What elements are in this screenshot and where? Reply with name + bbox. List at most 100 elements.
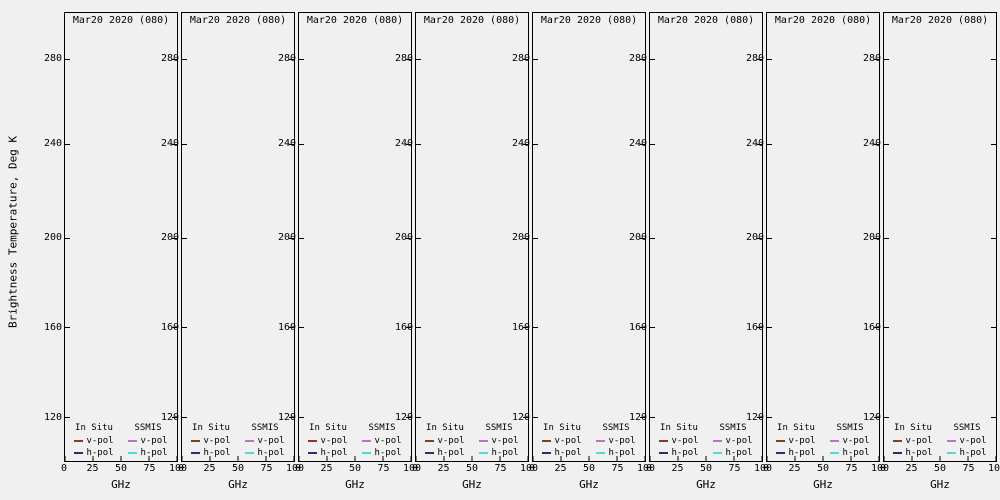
legend-entry-ssmis-vpol: v-pol — [472, 436, 526, 447]
x-tick-labels: 0 25 50 75 100 — [529, 464, 655, 476]
legend-entry-insitu-vpol: v-pol — [67, 436, 121, 447]
legend-label: h-pol — [140, 447, 168, 458]
panel-title: Mar20 2020 (080) — [306, 15, 404, 26]
legend-entry-insitu-vpol: v-pol — [535, 436, 589, 447]
x-tick — [148, 456, 150, 461]
ssmis-vpol-swatch — [245, 440, 255, 443]
y-tick-label: 280 — [511, 53, 530, 65]
ssmis-hpol-swatch — [245, 452, 255, 455]
ssmis-vpol-swatch — [128, 440, 138, 443]
y-tick: 120 — [278, 412, 304, 422]
x-axis-title: GHz — [579, 478, 599, 491]
y-tick-right — [172, 327, 177, 329]
x-tick — [265, 456, 267, 461]
x-tick — [616, 456, 618, 461]
y-tick-right — [874, 58, 879, 60]
y-tick: 120 — [512, 412, 538, 422]
legend-group-insitu: In Situ — [894, 423, 932, 434]
y-tick-label: 120 — [862, 411, 881, 423]
y-tick: 200 — [395, 233, 421, 243]
x-tick-label: 75 — [845, 463, 858, 474]
legend-label: h-pol — [608, 447, 636, 458]
y-tick: 280 — [161, 54, 187, 64]
legend-entry-ssmis-vpol: v-pol — [823, 436, 877, 447]
y-tick-right — [406, 327, 411, 329]
y-tick-right — [289, 58, 294, 60]
legend-label: v-pol — [842, 435, 870, 446]
legend-group-ssmis: SSMIS — [485, 423, 513, 434]
ssmis-vpol-swatch — [713, 440, 723, 443]
y-tick: 120 — [629, 412, 655, 422]
y-tick: 160 — [629, 322, 655, 332]
legend-label: v-pol — [905, 435, 933, 446]
x-tick — [649, 456, 651, 461]
x-tick-label: 25 — [671, 463, 684, 474]
y-tick-label: 120 — [394, 411, 413, 423]
insitu-hpol-swatch — [893, 452, 903, 455]
y-tick-label: 200 — [394, 232, 413, 244]
y-tick-right — [874, 417, 879, 419]
x-tick-label: 0 — [645, 463, 653, 474]
y-tick-right — [406, 58, 411, 60]
y-tick: 280 — [746, 54, 772, 64]
x-tick-label: 0 — [411, 463, 419, 474]
ssmis-hpol-swatch — [362, 452, 372, 455]
legend-group-insitu: In Situ — [426, 423, 464, 434]
legend-label: h-pol — [905, 447, 933, 458]
x-tick-labels: 0 25 50 75 100 — [763, 463, 889, 476]
y-tick: 200 — [863, 233, 889, 243]
ssmis-hpol-swatch — [596, 452, 606, 455]
x-tick-label: 75 — [962, 463, 975, 474]
legend-group-ssmis: SSMIS — [251, 423, 279, 434]
y-tick-right — [523, 327, 528, 329]
x-tick-label: 75 — [494, 463, 507, 474]
legend-label: v-pol — [554, 435, 582, 446]
legend-entry-ssmis-vpol: v-pol — [355, 436, 409, 447]
y-tick: 120 — [44, 412, 70, 422]
legend-entry-insitu-hpol: h-pol — [535, 448, 589, 459]
legend-entry-ssmis-hpol: h-pol — [121, 448, 175, 459]
y-tick: 160 — [278, 322, 304, 332]
legend-label: h-pol — [959, 447, 987, 458]
x-tick — [532, 456, 534, 461]
y-tick-label: 160 — [511, 321, 530, 333]
y-tick: 280 — [629, 54, 655, 64]
y-tick-label: 200 — [628, 232, 647, 244]
x-tick-label: 0 — [60, 463, 68, 474]
x-tick — [588, 456, 590, 461]
y-axis-title: Brightness Temperature, Deg K — [6, 135, 20, 329]
y-tick-right — [991, 237, 996, 239]
y-tick: 120 — [395, 412, 421, 422]
y-tick-right — [757, 417, 762, 419]
x-tick — [705, 456, 707, 461]
legend: In Situ SSMIS v-pol v-pol h-pol h-pol — [886, 423, 994, 459]
x-tick — [92, 456, 94, 461]
legend-entry-insitu-hpol: h-pol — [886, 448, 940, 459]
y-tick-label: 240 — [43, 138, 62, 150]
y-tick-right — [640, 327, 645, 329]
x-axis-title: GHz — [696, 478, 716, 491]
y-tick-right — [874, 143, 879, 145]
x-tick — [64, 456, 66, 461]
y-tick-right — [991, 58, 996, 60]
panels-row: Mar20 2020 (080) 280 240 200 160 120 — [44, 12, 1000, 491]
x-tick — [471, 456, 473, 461]
legend-entry-ssmis-hpol: h-pol — [238, 448, 292, 459]
x-tick-label: 25 — [788, 463, 801, 474]
x-tick-label: 25 — [437, 463, 450, 474]
plot-frame: Mar20 2020 (080) 280 240 200 160 120 — [746, 12, 880, 462]
insitu-hpol-swatch — [659, 452, 669, 455]
y-tick-right — [640, 143, 645, 145]
panel-title: Mar20 2020 (080) — [891, 15, 989, 26]
legend: In Situ SSMIS v-pol v-pol h-pol h-pol — [301, 423, 409, 459]
plot-frame: Mar20 2020 (080) 280 240 200 160 120 — [395, 12, 529, 462]
y-tick: 200 — [278, 233, 304, 243]
y-tick-label: 280 — [160, 53, 179, 65]
x-tick-label: 100 — [870, 463, 890, 474]
insitu-vpol-swatch — [659, 440, 669, 443]
ssmis-hpol-swatch — [830, 452, 840, 455]
x-tick — [237, 456, 239, 461]
insitu-vpol-swatch — [74, 440, 84, 443]
y-tick-right — [640, 58, 645, 60]
